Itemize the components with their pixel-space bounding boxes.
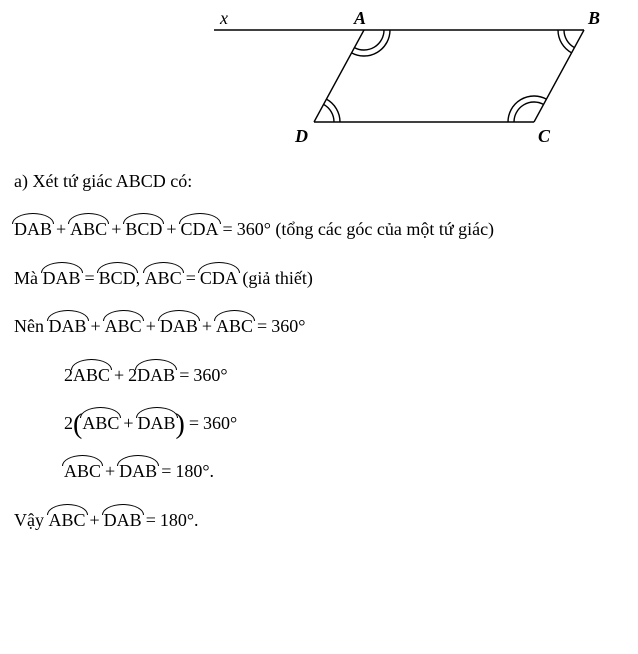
op-plus: + (198, 315, 216, 338)
op-eq: = (81, 267, 99, 290)
text-nen: Nên (14, 316, 49, 336)
deg-360: 360° (203, 413, 237, 433)
angle-abc: ABC (70, 215, 107, 241)
op-eq: = (219, 218, 237, 241)
op-plus: + (119, 412, 137, 435)
angle-dab: DAB (104, 506, 142, 532)
angle-dab: DAB (14, 215, 52, 241)
deg-360: 360° (271, 316, 305, 336)
op-plus: + (101, 460, 119, 483)
op-eq: = (157, 460, 175, 483)
op-eq: = (182, 267, 200, 290)
deg-360: 360° (193, 365, 227, 385)
line-sum-360: DAB+ABC+BCD+CDA=360° (tổng các góc của m… (14, 215, 624, 241)
op-plus: + (162, 218, 180, 241)
op-plus: + (87, 315, 105, 338)
deg-180: 180° (175, 461, 209, 481)
angle-dab: DAB (137, 361, 175, 387)
op-eq: = (142, 509, 160, 532)
op-plus: + (86, 509, 104, 532)
line-vay-conclusion: Vậy ABC+DAB=180°. (14, 506, 624, 532)
comma: , (136, 268, 141, 288)
angle-abc: ABC (49, 506, 86, 532)
line-sum-180: ABC+DAB=180°. (14, 457, 624, 483)
line-a-intro: a) Xét tứ giác ABCD có: (14, 170, 624, 193)
op-eq: = (253, 315, 271, 338)
angle-dab: DAB (119, 457, 157, 483)
angle-abc: ABC (216, 312, 253, 338)
angle-cda: CDA (200, 264, 238, 290)
angle-abc: ABC (82, 409, 119, 435)
angle-dab: DAB (43, 264, 81, 290)
op-plus: + (110, 364, 128, 387)
angle-cda: CDA (181, 215, 219, 241)
op-plus: + (142, 315, 160, 338)
angle-dab: DAB (49, 312, 87, 338)
angle-dab: DAB (138, 409, 176, 435)
svg-text:B: B (587, 12, 600, 28)
line-nen-substitute: Nên DAB+ABC+DAB+ABC=360° (14, 312, 624, 338)
angle-dab: DAB (160, 312, 198, 338)
gia-thiet: (giả thiết) (238, 268, 313, 288)
angle-abc: ABC (105, 312, 142, 338)
deg-360: 360° (237, 219, 271, 239)
angle-abc: ABC (73, 361, 110, 387)
angle-abc: ABC (145, 264, 182, 290)
text-vay: Vậy (14, 510, 49, 530)
text-ma: Mà (14, 268, 43, 288)
op-plus: + (52, 218, 70, 241)
coef-2: 2 (128, 365, 137, 385)
coef-2: 2 (64, 365, 73, 385)
angle-bcd: BCD (125, 215, 162, 241)
parallelogram-figure: x A B C D (214, 12, 624, 152)
dot: . (210, 461, 215, 481)
angle-abc: ABC (64, 457, 101, 483)
angle-bcd: BCD (99, 264, 136, 290)
op-plus: + (107, 218, 125, 241)
deg-180: 180° (160, 510, 194, 530)
svg-text:D: D (294, 126, 308, 146)
line-hypothesis: Mà DAB=BCD, ABC=CDA (giả thiết) (14, 264, 624, 290)
svg-text:x: x (219, 12, 228, 28)
dot: . (194, 510, 199, 530)
coef-2: 2 (64, 413, 73, 433)
op-eq: = (185, 412, 203, 435)
svg-text:C: C (538, 126, 551, 146)
op-eq: = (175, 364, 193, 387)
line-factor-2: 2(ABC+DAB)=360° (14, 409, 624, 435)
line-2plus2: 2ABC+2DAB=360° (14, 361, 624, 387)
sum-note: (tổng các góc của một tứ giác) (271, 219, 494, 239)
svg-text:A: A (353, 12, 366, 28)
